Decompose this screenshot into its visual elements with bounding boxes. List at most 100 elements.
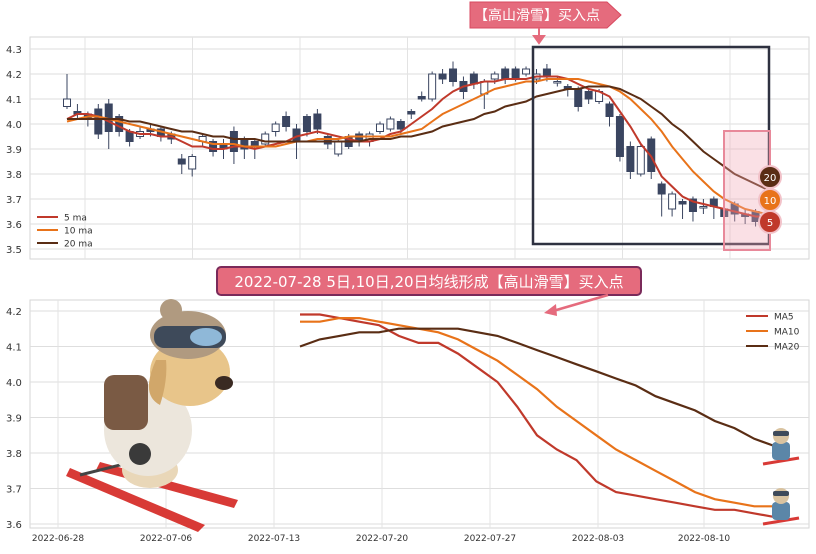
- x-tick-label: 2022-07-20: [356, 534, 409, 544]
- candle-body: [396, 121, 405, 130]
- candle-body: [657, 183, 666, 195]
- top-y-tick-label: 3.7: [6, 195, 22, 206]
- bottom-y-tick-label: 4.0: [6, 378, 22, 389]
- candle-body: [490, 73, 499, 80]
- candle-body: [386, 118, 395, 130]
- dog-nose: [215, 376, 233, 390]
- top-banner-shape: [469, 1, 622, 29]
- candle-body: [407, 111, 416, 115]
- candle-body: [626, 146, 635, 172]
- candle-body: [542, 68, 551, 77]
- bottom-y-tick-label: 3.7: [6, 485, 22, 496]
- mid-banner-arrow-line: [552, 293, 609, 313]
- candle-body: [271, 123, 280, 132]
- candle-body: [605, 103, 614, 117]
- bottom-series-line-2: [300, 317, 774, 508]
- candle-body: [615, 116, 624, 157]
- candle-body: [584, 91, 593, 100]
- goggle-lens: [190, 328, 222, 346]
- top-panel-ma-lines: [66, 75, 767, 218]
- top-y-tick-label: 3.9: [6, 145, 22, 156]
- mini-skier-goggles: [773, 491, 789, 496]
- candle-body: [501, 68, 510, 80]
- top-panel-frame: [29, 36, 810, 260]
- top-panel-annotations: 【高山滑雪】买入点 20 10 5: [469, 1, 782, 251]
- bottom-legend-label: MA20: [774, 343, 800, 353]
- mid-banner-arrow-head: [544, 304, 557, 316]
- mini-skier-body: [772, 442, 790, 460]
- candle-body: [323, 136, 332, 145]
- candle-body: [699, 206, 708, 209]
- mid-banner-shape: [216, 266, 642, 296]
- top-panel-legend: 5 ma 10 ma 20 ma: [37, 214, 93, 250]
- candle-body: [428, 73, 437, 100]
- top-legend-label: 5 ma: [64, 214, 87, 224]
- candle-body: [417, 96, 426, 100]
- top-y-tick-label: 4.1: [6, 95, 22, 106]
- top-y-tick-label: 3.5: [6, 245, 22, 256]
- top-y-tick-label: 4.0: [6, 120, 22, 131]
- x-tick-label: 2022-08-10: [678, 534, 731, 544]
- mini-skier-top: [762, 428, 800, 466]
- candle-body: [177, 158, 186, 165]
- bottom-y-tick-label: 3.9: [6, 414, 22, 425]
- x-tick-label: 2022-07-13: [248, 534, 300, 544]
- x-tick-label: 2022-07-27: [464, 534, 516, 544]
- top-legend-label: 10 ma: [64, 227, 93, 237]
- bottom-y-tick-label: 3.6: [6, 520, 22, 531]
- mini-skier-bottom: [762, 488, 800, 526]
- top-banner-text: 【高山滑雪】买入点: [474, 7, 600, 24]
- mini-ski: [762, 516, 800, 526]
- ma-badge: [758, 210, 782, 234]
- bottom-y-tick-label: 4.1: [6, 343, 22, 354]
- candle-body: [636, 146, 645, 175]
- bottom-legend-label: MA5: [774, 313, 794, 323]
- candle-body: [668, 193, 677, 210]
- top-y-tick-label: 4.3: [6, 45, 22, 56]
- bottom-y-tick-label: 3.8: [6, 449, 22, 460]
- bottom-series-line-1: [300, 313, 775, 518]
- top-y-tick-label: 3.8: [6, 170, 22, 181]
- candle-body: [282, 116, 291, 127]
- beanie-pompom: [160, 299, 182, 321]
- candle-body: [375, 123, 384, 132]
- top-series-line-2: [66, 78, 767, 215]
- candle-body: [511, 68, 520, 80]
- ski-left: [66, 468, 205, 532]
- x-tick-label: 2022-06-28: [32, 534, 85, 544]
- dog-glove: [129, 443, 151, 465]
- bottom-panel-x-ticks: 2022-06-28 2022-07-06 2022-07-13 2022-07-20…: [32, 534, 731, 544]
- bottom-panel-ma-lines: [299, 313, 775, 518]
- candle-body: [188, 156, 197, 170]
- candle-body: [688, 198, 697, 212]
- candle-body: [522, 68, 531, 75]
- top-legend-label: 20 ma: [64, 240, 93, 250]
- candle-body: [94, 108, 103, 135]
- top-y-tick-label: 3.6: [6, 220, 22, 231]
- candle-body: [229, 131, 238, 152]
- candle-body: [261, 133, 270, 145]
- candle-body: [553, 81, 562, 84]
- skiing-dog-illustration: [66, 299, 238, 532]
- ma-badge-label: 10: [764, 196, 777, 207]
- x-tick-label: 2022-08-03: [572, 534, 624, 544]
- bottom-y-tick-label: 4.2: [6, 307, 22, 318]
- candle-body: [449, 68, 458, 82]
- top-panel-y-ticks: 3.5 3.6 3.7 3.8 3.9 4.0 4.1 4.2 4.3: [6, 45, 22, 256]
- candle-body: [209, 141, 218, 152]
- top-banner-arrow: [532, 28, 546, 45]
- top-y-tick-label: 4.2: [6, 70, 22, 81]
- mini-skier-body: [772, 502, 790, 520]
- mini-skier-goggles: [773, 431, 789, 436]
- ma-badge-label: 5: [767, 218, 773, 229]
- candle-body: [678, 201, 687, 205]
- candle-body: [302, 116, 311, 132]
- candle-body: [313, 113, 322, 130]
- top-panel-grid: [29, 36, 810, 260]
- bottom-panel-y-ticks: 3.6 3.7 3.8 3.9 4.0 4.1 4.2: [6, 307, 22, 531]
- candle-body: [574, 88, 583, 107]
- dog-backpack: [104, 375, 148, 430]
- bottom-panel-decorations: 2022-07-28 5日,10日,20日均线形成【高山滑雪】买入点: [66, 266, 800, 532]
- candle-body: [63, 98, 71, 107]
